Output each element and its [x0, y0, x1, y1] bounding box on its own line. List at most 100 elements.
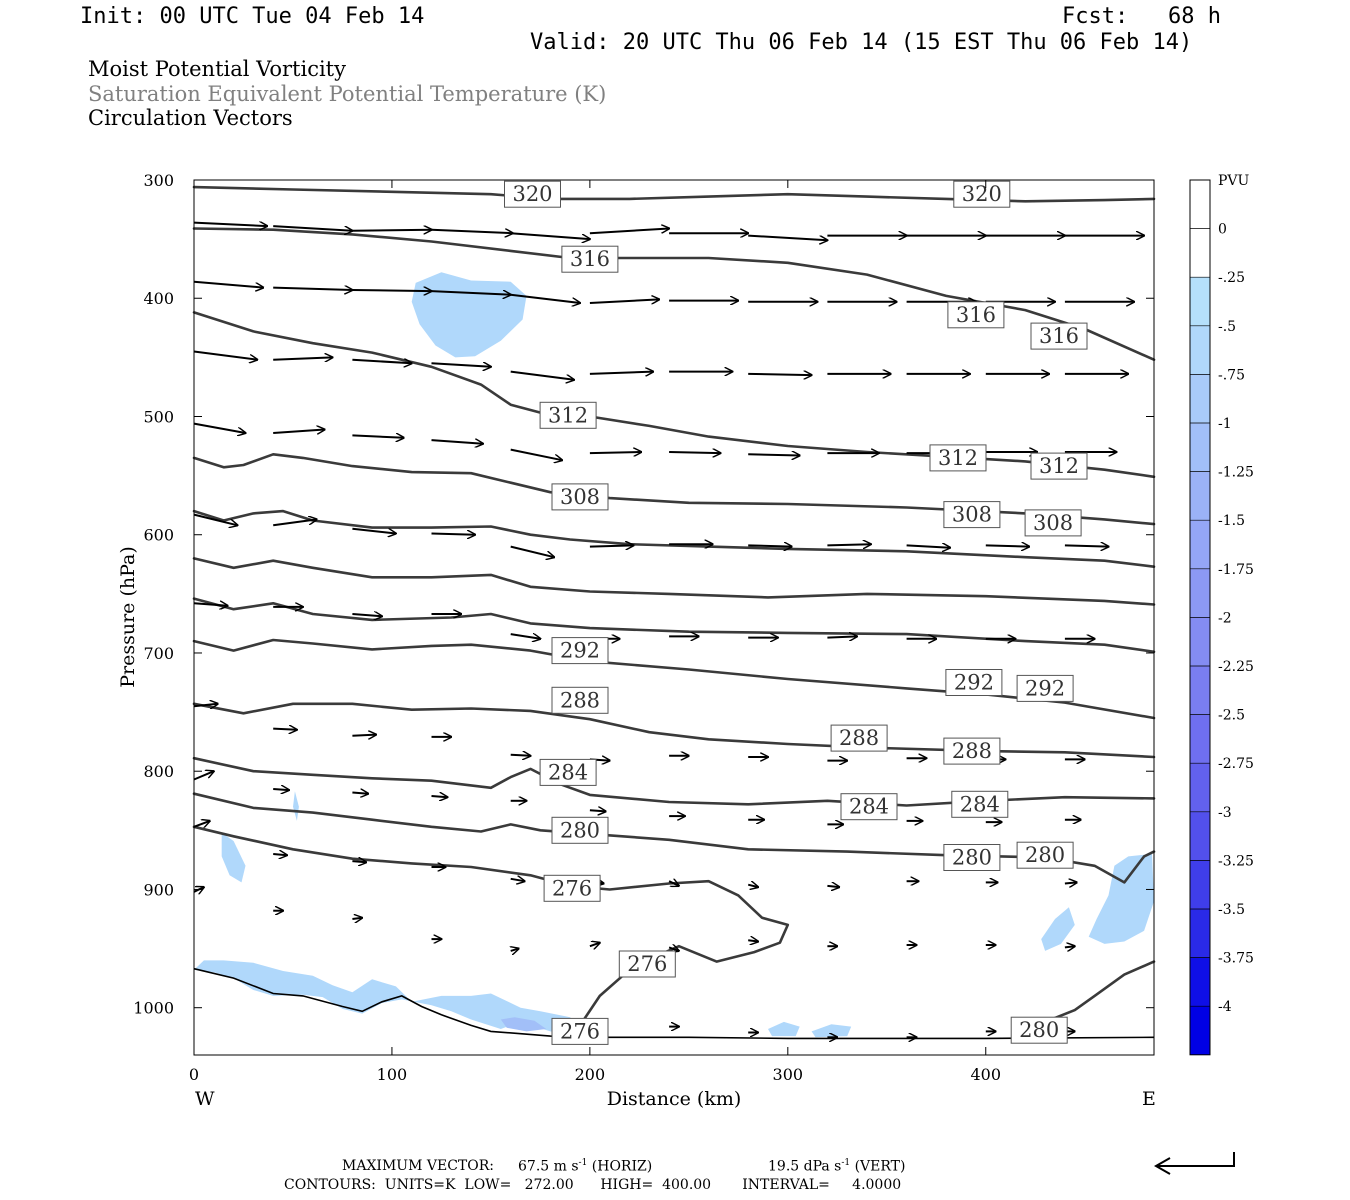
valid-time: Valid: 20 UTC Thu 06 Feb 14 (15 EST Thu …: [530, 30, 1193, 55]
colorbar-swatch: [1190, 374, 1210, 423]
contour-label-text: 292: [560, 639, 600, 663]
west-label: W: [195, 1088, 215, 1110]
contour-label: 280: [551, 816, 609, 844]
contour-label-box: [1030, 452, 1088, 480]
contour-label-text: 288: [839, 726, 879, 750]
colorbar-tick-label: -3.75: [1218, 951, 1254, 967]
field-mpv-title: Moist Potential Vorticity: [88, 57, 346, 81]
contour-label-box: [504, 180, 561, 208]
circulation-vector: [827, 886, 839, 887]
colorbar: 0 -.25 -.5 -.75 -1 -1.25 -1.5 -1.75 -2 -2.25 -2.5 -…: [1189, 179, 1254, 1056]
contour-label-text: 276: [627, 952, 667, 976]
max-vert-vector-value: 19.5 dPa s-1 (VERT): [768, 1158, 906, 1175]
y-tick-label: 900: [143, 880, 174, 899]
y-axis-title: Pressure (hPa): [117, 546, 139, 688]
contour-label-box: [1010, 1016, 1068, 1044]
contour-label: 284: [951, 790, 1009, 818]
circulation-vector: [431, 291, 511, 295]
circulation-vector: [352, 793, 368, 794]
circulation-vector: [827, 544, 871, 545]
colorbar-tick-label: -4: [1218, 999, 1232, 1015]
contour-label-text: 288: [560, 688, 600, 712]
y-tick-label: 300: [143, 171, 174, 190]
contour-label-box: [618, 950, 676, 978]
colorbar-tick-label: -.25: [1218, 270, 1245, 286]
contour-label: 284: [840, 793, 898, 821]
colorbar-swatch: [1190, 666, 1210, 715]
contour-label-box: [551, 816, 609, 844]
axis-layer: 0 100 200 300 400 300 400 500 600 700 800 900 1000: [133, 171, 1154, 1084]
contour-label: 316: [1030, 322, 1088, 350]
circulation-vector: [352, 230, 431, 231]
colorbar-swatch: [1190, 714, 1210, 764]
contour-label-box: [947, 301, 1005, 329]
circulation-vector: [589, 943, 600, 947]
contour-284: [192, 756, 1156, 807]
circulation-vector: [748, 454, 800, 455]
circulation-vector: [668, 881, 679, 886]
colorbar-swatch: [1190, 423, 1210, 472]
y-tick-label: 1000: [133, 999, 174, 1018]
contour-label-box: [951, 790, 1009, 818]
circulation-vector: [511, 949, 519, 951]
circulation-vector: [748, 234, 827, 241]
contour-label-box: [539, 758, 597, 786]
circulation-vector: [352, 918, 362, 919]
contour-320: [192, 185, 1156, 203]
y-tick-label: 700: [143, 644, 174, 663]
circulation-vector: [352, 360, 411, 364]
y-tick-label: 800: [143, 762, 174, 781]
mpv-region: [768, 1021, 800, 1037]
contour-label: 292: [1016, 674, 1074, 702]
contour-label-text: 316: [956, 303, 996, 327]
colorbar-tick-label: -3: [1218, 805, 1232, 821]
circulation-vector: [668, 947, 679, 951]
colorbar-swatch: [1190, 909, 1210, 958]
contour-label: 316: [561, 245, 619, 273]
terrain-line: [193, 967, 1155, 1040]
contour-label-text: 284: [960, 792, 1000, 816]
forecast-hour: Fcst: 68 h: [1062, 4, 1221, 29]
circulation-vector: [510, 448, 563, 461]
contour-info: CONTOURS: UNITS=K LOW= 272.00 HIGH= 400.…: [284, 1177, 902, 1193]
x-tick-label: 100: [377, 1065, 408, 1084]
circulation-vector: [985, 545, 1030, 546]
circulation-vector: [589, 372, 653, 374]
vector-layer: [193, 223, 1144, 1038]
circulation-vector: [273, 430, 324, 434]
circulation-vector: [747, 885, 758, 887]
contour-label-text: 312: [1039, 454, 1079, 478]
circulation-vector: [510, 293, 580, 303]
contour-label: 280: [1010, 1016, 1068, 1044]
circulation-vector: [510, 232, 590, 239]
circulation-vector: [193, 603, 228, 605]
colorbar-swatch: [1190, 277, 1210, 326]
circulation-vector: [352, 735, 376, 736]
colorbar-unit: PVU: [1218, 173, 1250, 189]
circulation-vector: [827, 636, 857, 637]
contour-label-box: [551, 686, 609, 714]
contour-label: 276: [618, 950, 676, 978]
y-tick-label: 400: [143, 289, 174, 308]
contour-label-text: 276: [560, 1019, 600, 1043]
contour-label-box: [953, 180, 1011, 208]
contour-label-text: 280: [1025, 843, 1065, 867]
vert-value: 19.5 dPa s: [768, 1158, 842, 1175]
colorbar-swatch: [1190, 228, 1210, 278]
circulation-vector: [748, 940, 758, 941]
contour-label: 292: [945, 669, 1003, 696]
colorbar-tick-label: -2.5: [1218, 708, 1245, 724]
contour-label-box: [943, 844, 1001, 871]
circulation-vector: [431, 230, 513, 234]
colorbar-tick-label: -2: [1218, 610, 1232, 626]
contour-label: 288: [551, 686, 609, 714]
colorbar-swatch: [1190, 325, 1210, 375]
contour-label-box: [551, 1017, 609, 1045]
circulation-vector: [589, 545, 634, 546]
contour-label-text: 308: [952, 503, 992, 527]
mpv-region: [811, 1024, 852, 1038]
contour-292: [192, 638, 1156, 720]
colorbar-tick-label: -1.75: [1218, 562, 1254, 578]
colorbar-tick-label: -.75: [1218, 367, 1245, 383]
contour-280: [192, 792, 1156, 884]
